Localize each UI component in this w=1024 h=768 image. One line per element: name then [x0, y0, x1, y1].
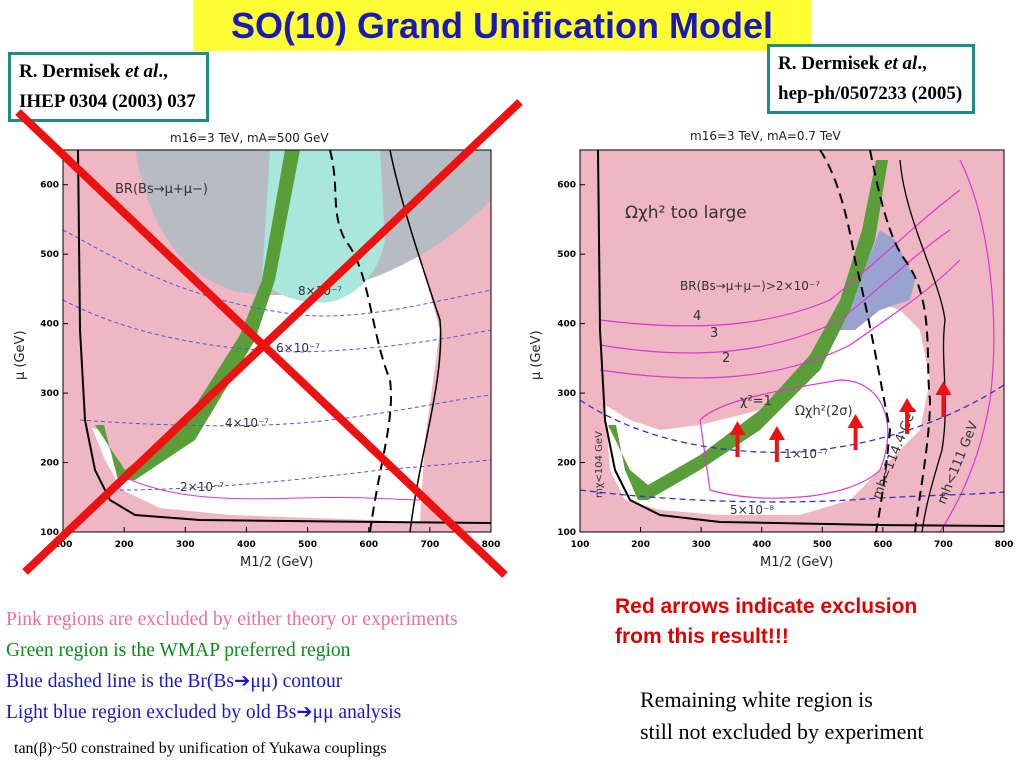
x-tick-label: 300	[176, 540, 195, 550]
annotation-omega-large: Ωχh² too large	[625, 203, 747, 223]
lightblue-excluded-region	[262, 150, 385, 303]
allowed-region	[92, 195, 440, 522]
annotation-2e-7: 2×10⁻⁷	[180, 480, 224, 494]
y-tick-label: 600	[40, 181, 59, 191]
y-tick-label: 300	[557, 389, 576, 399]
wmap-band	[608, 160, 888, 500]
wmap-band	[95, 150, 300, 480]
arrow-icon: ➔	[296, 702, 313, 723]
note-lightblue: Light blue region excluded by old Bs➔μμ …	[6, 702, 402, 723]
x-tick-label: 200	[115, 540, 134, 550]
annotation-8e-7: 8×10⁻⁷	[298, 284, 342, 298]
y-tick-label: 100	[557, 528, 576, 538]
x-axis-label: M1/2 (GeV)	[760, 555, 833, 570]
chart-title: m16=3 TeV, mA=500 GeV	[170, 131, 329, 145]
y-tick-label: 500	[40, 250, 59, 260]
red-arrow-icon	[899, 398, 916, 434]
y-tick-label: 200	[557, 459, 576, 469]
x-tick-label: 700	[420, 540, 439, 550]
x-tick-label: 600	[873, 540, 892, 550]
ref-etal: et al	[125, 61, 159, 82]
ref-cite: hep-ph/0507233 (2005)	[778, 83, 963, 104]
x-tick-label: 100	[54, 540, 73, 550]
annotation-chi3: 3	[710, 326, 718, 341]
white-region-note: Remaining white region is still not excl…	[640, 687, 924, 744]
annotation-mh-114: mh=114.4 GeV	[870, 403, 921, 502]
x-tick-label: 800	[482, 540, 501, 550]
red-arrow-icon	[768, 426, 785, 462]
y-tick-label: 500	[557, 250, 576, 260]
gray-excluded-region	[135, 150, 491, 295]
plot-background	[580, 150, 1004, 532]
red-arrow-note: Red arrows indicate exclusion from this …	[615, 595, 918, 648]
annotation-br: BR(Bs→μ+μ−)	[115, 182, 208, 197]
red-arrow-icon	[935, 381, 952, 417]
x-tick-label: 400	[752, 540, 771, 550]
x-tick-label: 200	[631, 540, 650, 550]
arrow-icon: ➔	[234, 671, 251, 692]
x-tick-label: 600	[359, 540, 378, 550]
annotation-5e-8: 5×10⁻⁸	[730, 503, 774, 517]
y-tick-label: 600	[557, 181, 576, 191]
ref-author: R. Dermisek	[19, 61, 121, 82]
allowed-region	[605, 300, 930, 515]
annotation-6e-7: 6×10⁻⁷	[276, 341, 320, 355]
y-axis-label: μ (GeV)	[529, 330, 544, 380]
x-tick-label: 500	[813, 540, 832, 550]
annotation-chi2: 2	[722, 351, 730, 366]
x-tick-label: 400	[237, 540, 256, 550]
y-tick-label: 400	[40, 320, 59, 330]
cross-line-1	[15, 109, 508, 578]
x-tick-label: 500	[298, 540, 317, 550]
y-axis-label: μ (GeV)	[13, 330, 28, 380]
reference-box-left: R. Dermisek et al., IHEP 0304 (2003) 037	[8, 52, 209, 122]
legend-notes: Pink regions are excluded by either theo…	[6, 604, 458, 728]
annotation-4e-7: 4×10⁻⁷	[225, 416, 269, 430]
ref-etal: et al	[884, 53, 918, 74]
y-tick-label: 300	[40, 389, 59, 399]
footer-note: tan(β)~50 constrained by unification of …	[14, 740, 387, 757]
x-tick-label: 100	[571, 540, 590, 550]
annotation-chi1: χ²=1	[740, 394, 772, 409]
chart-title: m16=3 TeV, mA=0.7 TeV	[690, 129, 842, 143]
note-green: Green region is the WMAP preferred regio…	[6, 640, 351, 661]
cross-line-2	[22, 99, 523, 575]
slide-title: SO(10) Grand Unification Model	[193, 0, 811, 51]
annotation-1e-7: 1×10⁻⁷	[784, 447, 828, 461]
note-blue: Blue dashed line is the Br(Bs➔μμ) contou…	[6, 671, 343, 692]
red-arrow-icon	[847, 414, 864, 450]
ref-author: R. Dermisek	[778, 53, 880, 74]
x-tick-label: 300	[692, 540, 711, 550]
y-tick-label: 100	[40, 528, 59, 538]
annotation-mh-111: mh<111 GeV	[935, 419, 982, 506]
red-arrow-icon	[729, 421, 746, 457]
note-pink: Pink regions are excluded by either theo…	[6, 609, 458, 630]
ref-cite: IHEP 0304 (2003) 037	[19, 91, 196, 112]
annotation-br-limit: BR(Bs→μ+μ−)>2×10⁻⁷	[680, 279, 820, 293]
plot-background	[63, 150, 491, 532]
x-tick-label: 700	[934, 540, 953, 550]
y-tick-label: 400	[557, 320, 576, 330]
reference-box-right: R. Dermisek et al., hep-ph/0507233 (2005…	[767, 44, 976, 114]
x-tick-label: 800	[995, 540, 1014, 550]
annotation-chi4: 4	[693, 309, 701, 324]
x-axis-label: M1/2 (GeV)	[240, 555, 313, 570]
annotation-mchi-104: mχ<104 GeV	[594, 431, 605, 498]
annotation-omega-2sigma: Ωχh²(2σ)	[795, 404, 853, 419]
y-tick-label: 200	[40, 459, 59, 469]
bs-excluded-region	[840, 230, 915, 330]
